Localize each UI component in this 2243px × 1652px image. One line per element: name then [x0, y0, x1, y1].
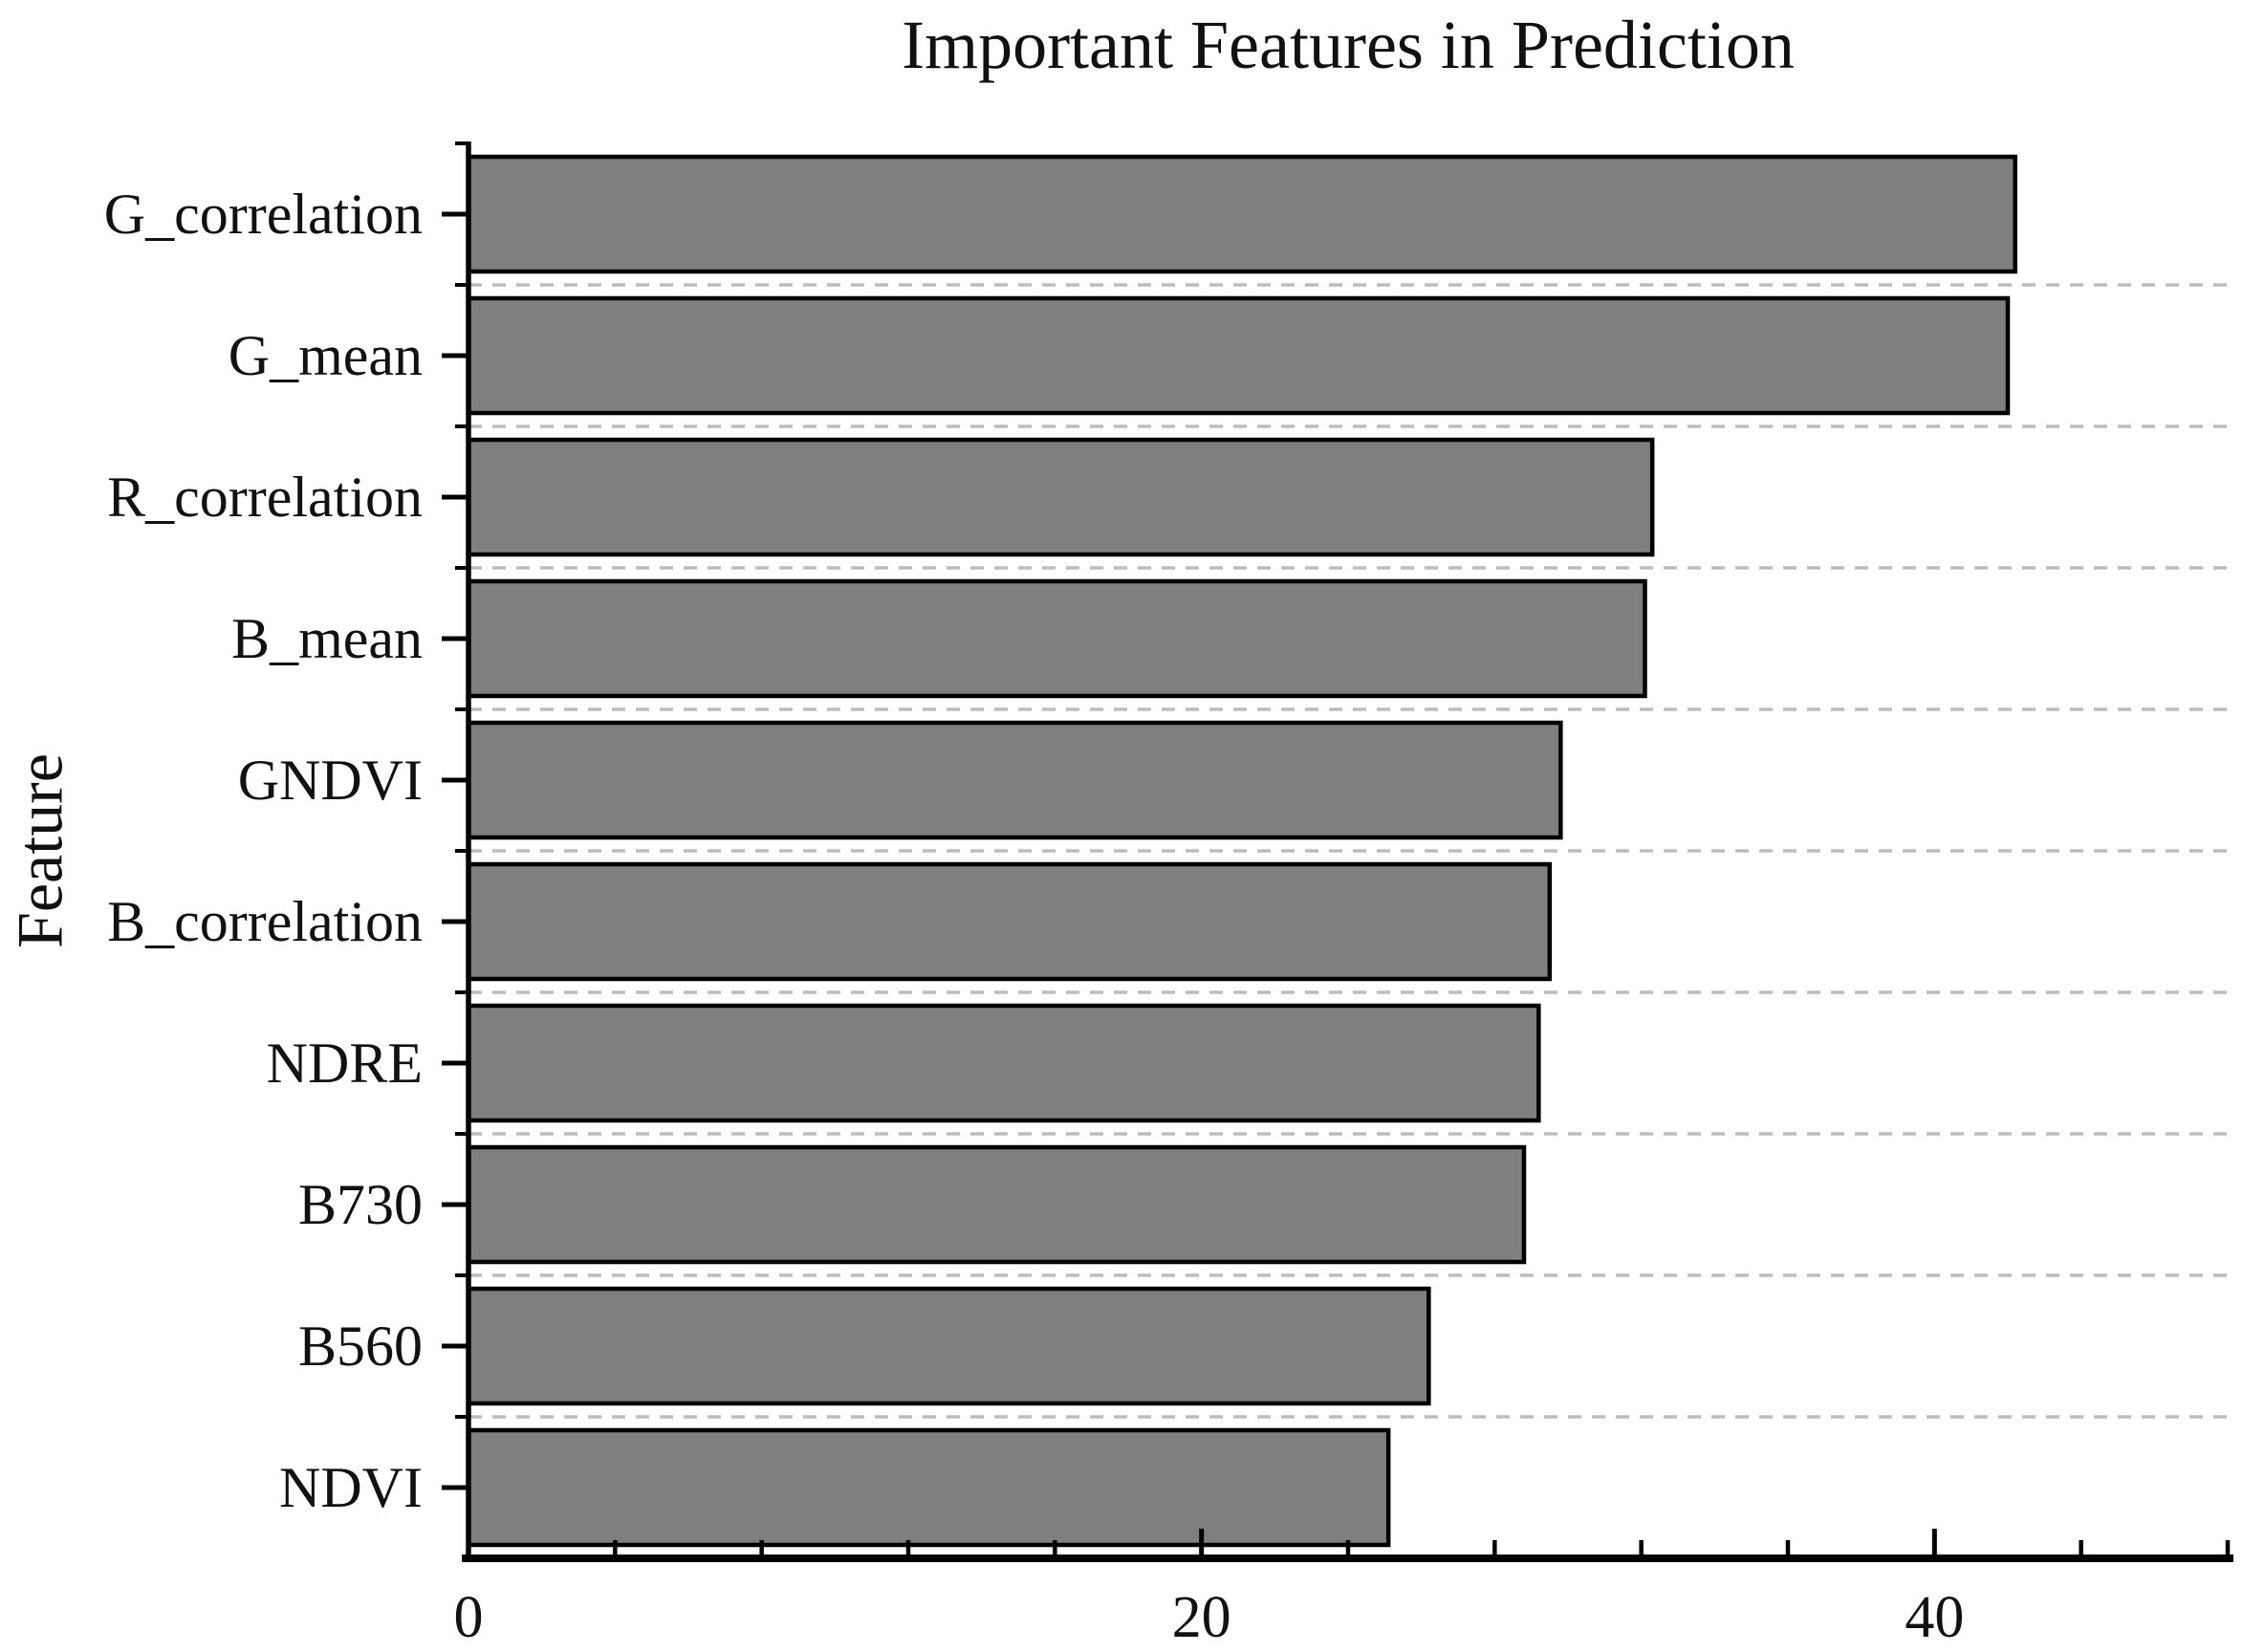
y-tick-label-NDVI: NDVI	[279, 1456, 423, 1519]
bar-NDRE	[466, 1003, 1541, 1123]
y-tick-label-B_correlation: B_correlation	[107, 890, 423, 953]
bar-B_mean	[466, 578, 1647, 699]
bar-NDVI	[466, 1427, 1391, 1548]
chart-title: Important Features in Prediction	[902, 7, 1795, 83]
bar-GNDVI	[466, 720, 1563, 840]
y-tick-label-R_correlation: R_correlation	[107, 466, 423, 529]
bar-G_correlation	[466, 154, 2017, 274]
y-tick-label-B730: B730	[298, 1173, 423, 1236]
y-axis-title: Feature	[3, 753, 76, 948]
bar-B730	[466, 1144, 1527, 1265]
y-tick-label-GNDVI: GNDVI	[238, 749, 423, 812]
y-tick-label-NDRE: NDRE	[267, 1032, 423, 1095]
y-tick-label-G_mean: G_mean	[229, 324, 423, 387]
y-tick-label-B560: B560	[298, 1315, 423, 1378]
x-tick-label: 0	[454, 1585, 484, 1650]
y-tick-label-G_correlation: G_correlation	[104, 183, 423, 246]
x-tick-label: 40	[1905, 1585, 1964, 1650]
y-tick-label-B_mean: B_mean	[231, 607, 423, 670]
bar-G_mean	[466, 295, 2011, 416]
bar-B560	[466, 1286, 1431, 1406]
bar-R_correlation	[466, 437, 1655, 557]
bar-B_correlation	[466, 861, 1553, 982]
x-tick-label: 20	[1172, 1585, 1231, 1650]
